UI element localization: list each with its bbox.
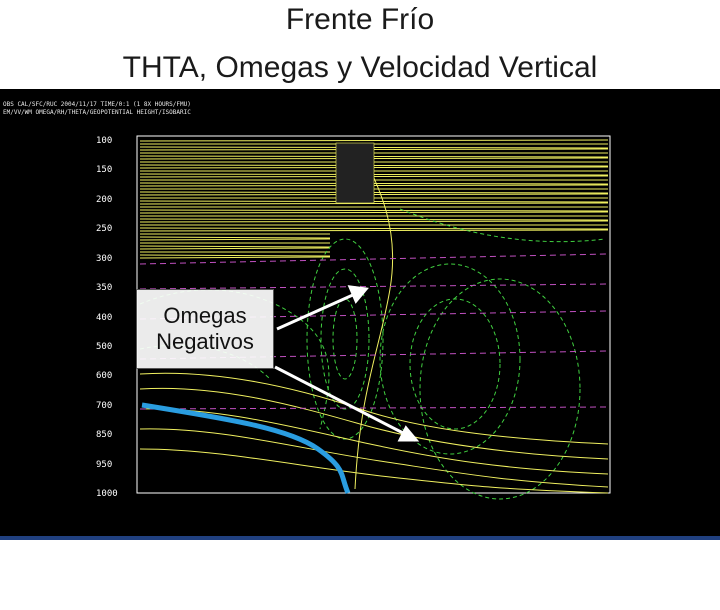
- callout-line2: Negativos: [156, 329, 254, 354]
- theta-line: [139, 211, 609, 214]
- theta-line: [139, 202, 609, 205]
- cold-front-line: [141, 402, 351, 494]
- bottom-axis-label-line: CC: [229, 592, 239, 601]
- wind-lines: [139, 253, 609, 410]
- callout-line1: Omegas: [163, 303, 247, 328]
- bottom-axis-label-line: CC: [319, 601, 329, 610]
- bottom-axis-label-line: CC: [139, 601, 149, 610]
- bottom-axis-label-line: CC: [349, 601, 359, 610]
- bottom-axis-label: CC CC: [195, 592, 213, 610]
- pressure-label: 300: [96, 253, 113, 264]
- bottom-axis-label-line: CC: [469, 601, 479, 610]
- bottom-strip: [0, 536, 720, 540]
- theta-contours-lower: [139, 148, 609, 494]
- bottom-axis-label: CC CC: [135, 592, 153, 610]
- bottom-axis-label-line: CC: [379, 592, 389, 601]
- pressure-label: 600: [96, 371, 113, 382]
- bottom-axis-label-line: CC: [589, 601, 599, 610]
- bottom-axis-label-line: CC: [259, 592, 269, 601]
- bottom-axis-label-line: CC: [349, 592, 359, 601]
- annotation-arrows: [274, 285, 420, 442]
- center-column: [335, 142, 375, 204]
- bottom-axis-label: CC CC: [495, 592, 513, 610]
- theta-line: [139, 229, 609, 232]
- theta-line: [139, 254, 331, 257]
- bottom-axis-label: CC CC: [375, 592, 393, 610]
- bottom-axis-label-line: CC: [529, 592, 539, 601]
- pressure-label: 1000: [96, 489, 118, 499]
- bottom-axis-label: CC CC: [555, 592, 573, 610]
- theta-line: [139, 139, 609, 142]
- theta-line: [139, 227, 609, 230]
- pressure-label: 500: [96, 341, 113, 352]
- bottom-axis-label: CC CC: [435, 592, 453, 610]
- bottom-axis-label: CC CC: [585, 592, 603, 610]
- slide-title-line1: Frente Frío: [285, 3, 435, 36]
- theta-line: [139, 238, 331, 241]
- bottom-axis-label-line: CC: [559, 601, 569, 610]
- theta-line: [139, 236, 331, 239]
- bottom-axis-label: CC CC: [255, 592, 273, 610]
- bottom-axis-label-line: CC: [439, 601, 449, 610]
- pressure-label: 700: [96, 400, 113, 411]
- theta-line: [139, 256, 331, 259]
- bottom-axis-label: CC CC: [345, 592, 363, 610]
- theta-line: [139, 247, 331, 250]
- bottom-axis-label-line: CC: [589, 592, 599, 601]
- bottom-axis-label-line: CC: [559, 592, 569, 601]
- bottom-axis-label-line: CC: [409, 601, 419, 610]
- bottom-axis-label-line: CC: [499, 592, 509, 601]
- plot-graphics: [0, 135, 720, 540]
- pressure-label: 200: [96, 194, 113, 205]
- bottom-axis-label: CC CC: [225, 592, 243, 610]
- pressure-label: 950: [96, 459, 113, 470]
- slide-title-line2: THTA, Omegas y Velocidad Vertical: [122, 51, 598, 84]
- plot-header-line2: EM/VV/WM OMEGA/RH/THETA/GEOPOTENTIAL HEI…: [3, 109, 191, 116]
- bottom-axis-label: CC CC: [285, 592, 303, 610]
- bottom-axis-label-line: CC: [439, 592, 449, 601]
- bottom-axis-label-line: CC: [319, 592, 329, 601]
- bottom-axis-label-line: CC: [289, 592, 299, 601]
- cross-section-plot: OBS CAL/SFC/RUC 2004/11/17 TIME/0:1 (1 8…: [0, 89, 720, 610]
- theta-line: [139, 220, 609, 223]
- pressure-label: 400: [96, 312, 113, 323]
- pressure-label: 150: [96, 165, 113, 176]
- bottom-axis-label: CC CC: [165, 592, 183, 610]
- bottom-axis-label-line: CC: [139, 592, 149, 601]
- bottom-axis-label-line: CC: [199, 601, 209, 610]
- bottom-axis-label: CC CC: [525, 592, 543, 610]
- pressure-label: 100: [96, 136, 113, 146]
- bottom-axis-label-line: CC: [169, 592, 179, 601]
- bottom-axis-label: CC CC: [405, 592, 423, 610]
- bottom-axis-label-line: CC: [379, 601, 389, 610]
- bottom-axis-label-line: CC: [469, 592, 479, 601]
- bottom-axis-label-line: CC: [499, 601, 509, 610]
- omegas-negativos-callout: Omegas Negativos: [136, 289, 274, 369]
- pressure-label: 250: [96, 224, 113, 235]
- theta-line: [139, 245, 331, 248]
- bottom-axis-label-line: CC: [289, 601, 299, 610]
- bottom-axis-label-line: CC: [529, 601, 539, 610]
- pressure-label: 350: [96, 283, 113, 294]
- bottom-axis-label-line: CC: [169, 601, 179, 610]
- bottom-axis-label: CC CC: [315, 592, 333, 610]
- plot-header-line1: OBS CAL/SFC/RUC 2004/11/17 TIME/0:1 (1 8…: [3, 101, 191, 108]
- theta-line: [139, 218, 609, 221]
- theta-line: [139, 209, 609, 212]
- pressure-label: 850: [96, 430, 113, 441]
- bottom-axis-label: CC CC: [465, 592, 483, 610]
- bottom-axis-label-line: CC: [199, 592, 209, 601]
- bottom-axis-label-line: CC: [409, 592, 419, 601]
- bottom-axis-label-line: CC: [259, 601, 269, 610]
- bottom-axis-label-line: CC: [229, 601, 239, 610]
